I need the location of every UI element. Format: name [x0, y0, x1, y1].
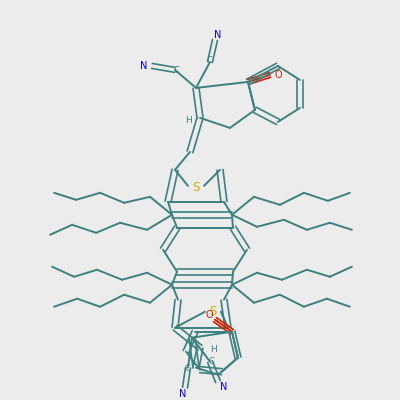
Text: N: N — [214, 30, 222, 40]
Text: O: O — [274, 70, 282, 80]
Text: H: H — [211, 345, 217, 354]
Text: C: C — [173, 66, 179, 76]
Text: N: N — [140, 61, 148, 71]
Text: C: C — [206, 56, 212, 66]
Text: O: O — [205, 310, 213, 320]
Text: C: C — [208, 357, 214, 366]
Text: S: S — [209, 305, 217, 318]
Text: S: S — [192, 181, 200, 194]
Text: N: N — [179, 389, 187, 399]
Text: N: N — [220, 382, 228, 392]
Text: H: H — [185, 116, 191, 125]
Text: C: C — [184, 364, 190, 373]
